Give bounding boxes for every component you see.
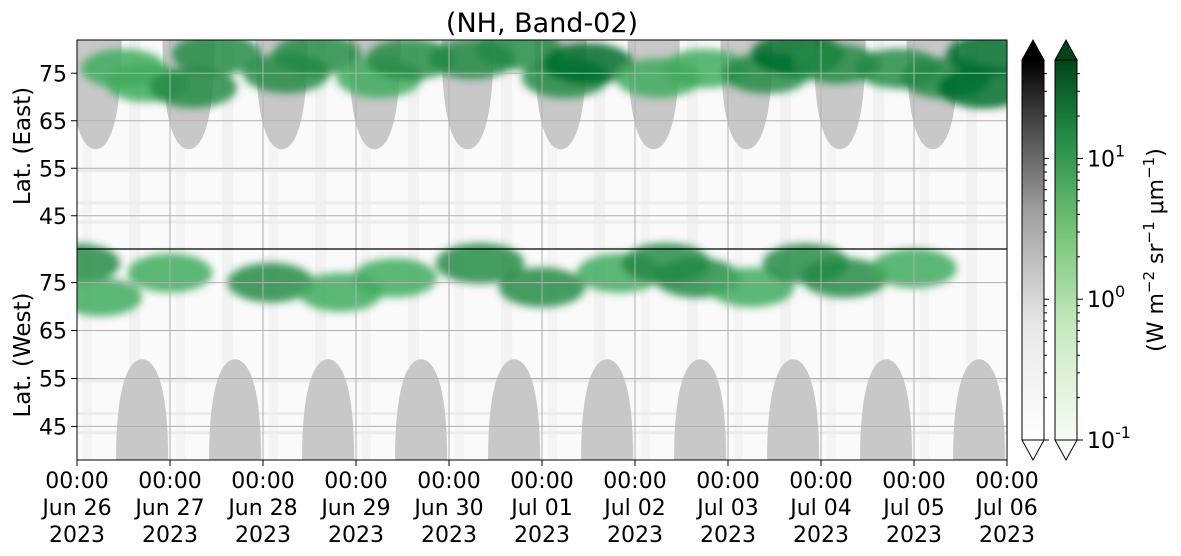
colorbar-gray-ticks	[1044, 73, 1049, 441]
night-mask-lobe	[395, 359, 448, 460]
colorbar-label: (W m−2 sr−1 μm−1)	[1140, 148, 1169, 352]
y-tick-label: 75	[39, 62, 67, 87]
intensity-blob	[171, 40, 262, 75]
background-band	[733, 40, 743, 460]
night-mask-lobe	[953, 359, 1006, 460]
y-tick-label: 65	[39, 110, 67, 135]
colorbar-tick-label: 100	[1087, 282, 1125, 313]
intensity-blob	[149, 67, 238, 108]
x-tick-year: 2023	[514, 523, 570, 548]
intensity-blob	[77, 277, 142, 317]
x-tick-date: Jul 04	[788, 496, 852, 521]
colorbar-gray-extend-top	[1021, 38, 1045, 61]
background-band	[222, 40, 234, 460]
intensity-blob	[946, 40, 1007, 76]
intensity-blob	[352, 258, 438, 298]
x-tick-time: 00:00	[510, 469, 573, 494]
y-axis-label-east: Lat. (East)	[10, 87, 36, 205]
x-tick-year: 2023	[979, 523, 1035, 548]
x-tick-time: 00:00	[417, 469, 480, 494]
colorbar-gray-extend-bottom	[1021, 439, 1045, 462]
x-tick-time: 00:00	[324, 469, 387, 494]
colorbar-gray	[1021, 38, 1049, 462]
colorbar-green-body	[1054, 59, 1078, 441]
colorbar-tick-label: 10-1	[1087, 423, 1131, 454]
x-tick-date: Jun 26	[40, 496, 111, 521]
background-band	[873, 40, 885, 460]
x-tick-date: Jul 05	[881, 496, 945, 521]
night-mask-lobe	[488, 359, 541, 460]
x-tick-time: 00:00	[45, 469, 108, 494]
intensity-blob	[365, 40, 456, 80]
plot-area	[77, 40, 1007, 460]
x-tick-date: Jun 27	[133, 496, 204, 521]
x-tick-time: 00:00	[138, 469, 201, 494]
background-band	[594, 40, 606, 460]
x-tick-date: Jul 06	[974, 496, 1038, 521]
x-tick-year: 2023	[607, 523, 663, 548]
y-tick-label: 65	[39, 320, 67, 345]
x-tick-year: 2023	[886, 523, 942, 548]
y-tick-label: 75	[39, 272, 67, 297]
x-tick-date: Jul 01	[509, 496, 573, 521]
y-tick-label: 45	[39, 205, 67, 230]
x-tick-date: Jul 02	[602, 496, 666, 521]
background-band	[315, 40, 327, 460]
y-tick-label: 55	[39, 157, 67, 182]
background-band	[129, 40, 141, 460]
night-mask-lobe	[116, 359, 169, 460]
colorbar-green-ticks: 10-1 100 101	[1077, 73, 1131, 454]
intensity-blob	[543, 42, 634, 85]
x-tick-time: 00:00	[231, 469, 294, 494]
grid-lines	[77, 40, 1007, 460]
intensity-blob	[801, 257, 888, 298]
y-axis-ticks: 45 55 65 75 75 65 55 45	[39, 62, 77, 440]
colorbar-green: 10-1 100 101	[1054, 38, 1131, 462]
colorbar-gray-body	[1021, 59, 1045, 441]
background-band	[408, 40, 420, 460]
night-mask-lobe	[302, 359, 355, 460]
x-tick-time: 00:00	[975, 469, 1038, 494]
intensity-blob	[937, 66, 1007, 109]
night-mask-lobe	[860, 359, 913, 460]
intensity-blob	[435, 242, 525, 284]
background-band	[547, 40, 557, 460]
x-tick-year: 2023	[328, 523, 384, 548]
x-tick-date: Jun 28	[226, 496, 297, 521]
y-tick-label: 55	[39, 367, 67, 392]
chart-title: (NH, Band-02)	[446, 8, 638, 39]
background-band	[268, 40, 278, 460]
y-axis-label-west: Lat. (West)	[10, 292, 36, 417]
x-tick-year: 2023	[142, 523, 198, 548]
background-band	[966, 40, 978, 460]
background-band	[175, 40, 185, 460]
x-tick-year: 2023	[235, 523, 291, 548]
intensity-blob	[272, 40, 362, 75]
x-tick-date: Jun 29	[319, 496, 390, 521]
colorbar-tick-label: 101	[1087, 141, 1125, 172]
background-band	[361, 40, 371, 460]
x-tick-date: Jul 03	[695, 496, 759, 521]
colorbar-green-extend-top	[1054, 38, 1078, 61]
intensity-blob	[77, 243, 121, 284]
x-tick-time: 00:00	[696, 469, 759, 494]
y-tick-label: 45	[39, 415, 67, 440]
x-tick-year: 2023	[793, 523, 849, 548]
intensity-blob	[708, 267, 795, 308]
x-tick-year: 2023	[421, 523, 477, 548]
night-mask-lobe	[767, 359, 820, 460]
night-mask-lobe	[209, 359, 262, 460]
x-tick-time: 00:00	[882, 469, 945, 494]
x-tick-time: 00:00	[789, 469, 852, 494]
x-tick-year: 2023	[49, 523, 105, 548]
x-tick-date: Jun 30	[412, 496, 483, 521]
night-mask-lobe	[581, 359, 634, 460]
x-tick-time: 00:00	[603, 469, 666, 494]
night-mask-lobe	[674, 359, 727, 460]
colorbar-green-extend-bottom	[1054, 439, 1078, 462]
x-tick-year: 2023	[700, 523, 756, 548]
